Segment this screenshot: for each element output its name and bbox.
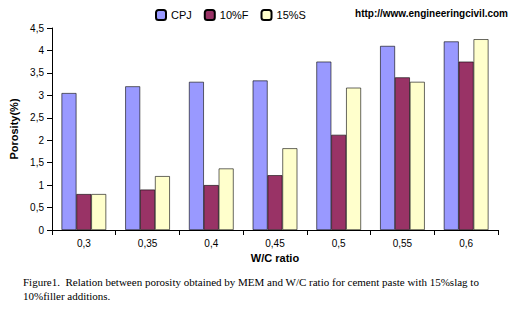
svg-text:http://www.engineeringcivil.co: http://www.engineeringcivil.com	[355, 8, 508, 19]
svg-text:15%S: 15%S	[277, 9, 306, 21]
svg-text:CPJ: CPJ	[171, 9, 192, 21]
svg-text:3,5: 3,5	[30, 67, 44, 78]
svg-text:0: 0	[38, 225, 44, 236]
svg-text:2,5: 2,5	[30, 112, 44, 123]
svg-text:0,55: 0,55	[393, 238, 413, 249]
svg-text:0,4: 0,4	[204, 238, 218, 249]
svg-text:3: 3	[38, 90, 44, 101]
svg-text:0,3: 0,3	[77, 238, 91, 249]
svg-text:Porosity(%): Porosity(%)	[8, 98, 20, 159]
svg-text:0,6: 0,6	[459, 238, 473, 249]
svg-text:1,5: 1,5	[30, 157, 44, 168]
svg-text:2: 2	[38, 135, 44, 146]
svg-text:10%filler additions.: 10%filler additions.	[23, 290, 111, 302]
svg-text:0,45: 0,45	[265, 238, 285, 249]
svg-text:1: 1	[38, 180, 44, 191]
svg-text:4,5: 4,5	[30, 23, 44, 34]
svg-text:10%F: 10%F	[220, 9, 249, 21]
svg-text:4: 4	[38, 45, 44, 56]
svg-text:0,5: 0,5	[332, 238, 346, 249]
svg-text:0,35: 0,35	[138, 238, 158, 249]
svg-text:0,5: 0,5	[30, 202, 44, 213]
svg-text:Figure1. Relation between por: Figure1. Relation between porosity obtai…	[23, 276, 482, 288]
svg-text:W/C ratio: W/C ratio	[251, 252, 300, 264]
